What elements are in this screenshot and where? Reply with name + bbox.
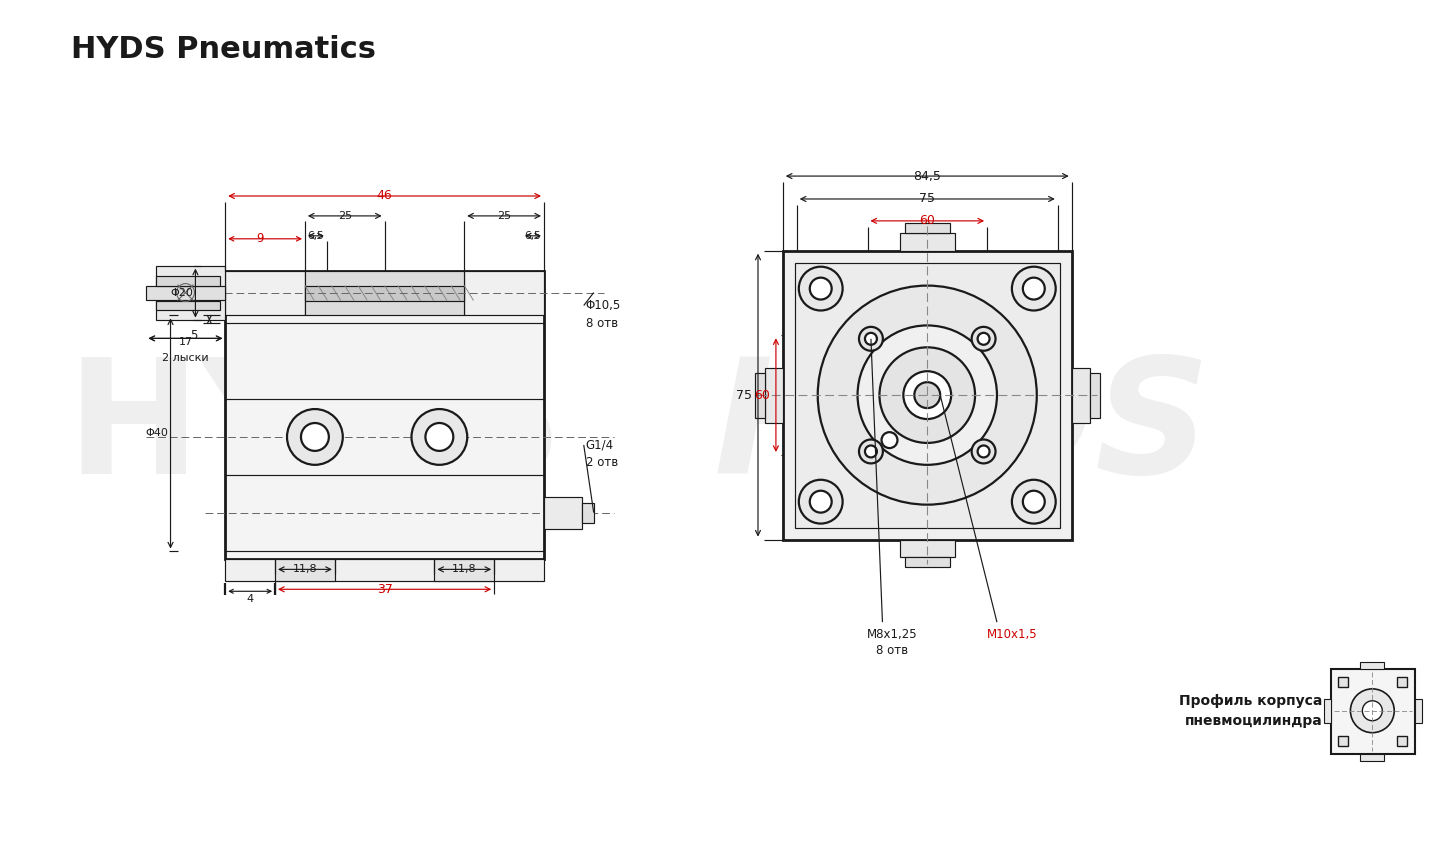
Bar	[1072, 368, 1089, 423]
Circle shape	[1363, 700, 1382, 721]
Circle shape	[857, 326, 998, 465]
Text: 5: 5	[190, 329, 197, 342]
Bar	[225, 270, 544, 559]
Bar	[581, 502, 593, 523]
Bar	[155, 275, 220, 286]
Circle shape	[858, 327, 883, 351]
Text: M8x1,25: M8x1,25	[867, 627, 918, 641]
Text: 6,5: 6,5	[525, 231, 541, 241]
Circle shape	[809, 490, 832, 513]
Bar	[1398, 735, 1406, 745]
Text: M10x1,5: M10x1,5	[986, 627, 1037, 641]
Circle shape	[425, 423, 454, 451]
Bar	[304, 286, 464, 301]
Text: HYDS: HYDS	[67, 353, 564, 507]
Circle shape	[412, 409, 467, 465]
Circle shape	[866, 445, 877, 457]
Text: 75: 75	[737, 388, 753, 402]
Circle shape	[866, 333, 877, 345]
Circle shape	[1022, 490, 1045, 513]
Bar	[435, 559, 494, 581]
Circle shape	[915, 382, 940, 408]
Bar	[905, 223, 950, 233]
Text: HYDS: HYDS	[713, 353, 1211, 507]
Text: 75: 75	[919, 192, 935, 206]
Circle shape	[977, 333, 989, 345]
Text: G1/4: G1/4	[586, 439, 613, 451]
Text: 25: 25	[497, 211, 512, 221]
Bar	[155, 301, 220, 310]
Circle shape	[287, 409, 342, 465]
Text: 9: 9	[257, 232, 264, 246]
Bar	[155, 266, 225, 320]
Text: 8 отв: 8 отв	[586, 317, 618, 330]
Bar	[766, 368, 783, 423]
Text: 4: 4	[247, 594, 254, 604]
Circle shape	[880, 348, 974, 443]
Bar	[795, 263, 1060, 528]
Circle shape	[1350, 688, 1395, 733]
Text: HYDS Pneumatics: HYDS Pneumatics	[71, 35, 376, 64]
Bar	[1338, 677, 1349, 687]
Text: 46: 46	[377, 190, 393, 202]
Text: Профиль корпуса: Профиль корпуса	[1179, 694, 1322, 708]
Bar	[900, 233, 956, 251]
Bar	[544, 496, 581, 529]
Bar	[1089, 373, 1099, 418]
Bar	[1360, 662, 1385, 669]
Bar	[276, 559, 335, 581]
Text: 25: 25	[338, 211, 352, 221]
Bar	[1398, 677, 1406, 687]
Circle shape	[882, 432, 898, 448]
Circle shape	[302, 423, 329, 451]
Bar	[1331, 669, 1415, 754]
Bar	[145, 286, 225, 299]
Bar	[225, 270, 304, 315]
Circle shape	[903, 371, 951, 419]
Text: Φ20: Φ20	[170, 288, 193, 298]
Bar	[900, 540, 956, 558]
Text: Φ10,5: Φ10,5	[586, 299, 621, 312]
Text: 60: 60	[919, 214, 935, 228]
Circle shape	[1022, 278, 1045, 299]
Bar	[1415, 699, 1422, 722]
Text: Φ40: Φ40	[145, 428, 168, 439]
Circle shape	[799, 267, 842, 310]
Text: 2 отв: 2 отв	[586, 456, 618, 469]
Text: 6,5: 6,5	[307, 231, 325, 241]
Text: 11,8: 11,8	[293, 564, 318, 575]
Circle shape	[858, 439, 883, 463]
Circle shape	[972, 439, 996, 463]
Circle shape	[1012, 267, 1056, 310]
Bar	[225, 559, 544, 581]
Text: 2 лыски: 2 лыски	[162, 354, 209, 363]
Bar	[905, 558, 950, 568]
Bar	[783, 251, 1072, 540]
Circle shape	[799, 479, 842, 524]
Bar	[1360, 754, 1385, 761]
Bar	[304, 270, 464, 315]
Text: 11,8: 11,8	[452, 564, 477, 575]
Text: пневмоцилиндра: пневмоцилиндра	[1185, 714, 1322, 728]
Text: 84,5: 84,5	[914, 170, 941, 183]
Circle shape	[818, 286, 1037, 505]
Circle shape	[977, 445, 989, 457]
Text: 8 отв: 8 отв	[876, 643, 909, 656]
Text: 60: 60	[754, 388, 770, 402]
Text: 17: 17	[178, 337, 193, 348]
Circle shape	[809, 278, 832, 299]
Circle shape	[1012, 479, 1056, 524]
Bar	[755, 373, 766, 418]
Text: 37: 37	[377, 583, 393, 596]
Circle shape	[972, 327, 996, 351]
Bar	[464, 270, 544, 315]
Bar	[1338, 735, 1349, 745]
Bar	[1324, 699, 1331, 722]
